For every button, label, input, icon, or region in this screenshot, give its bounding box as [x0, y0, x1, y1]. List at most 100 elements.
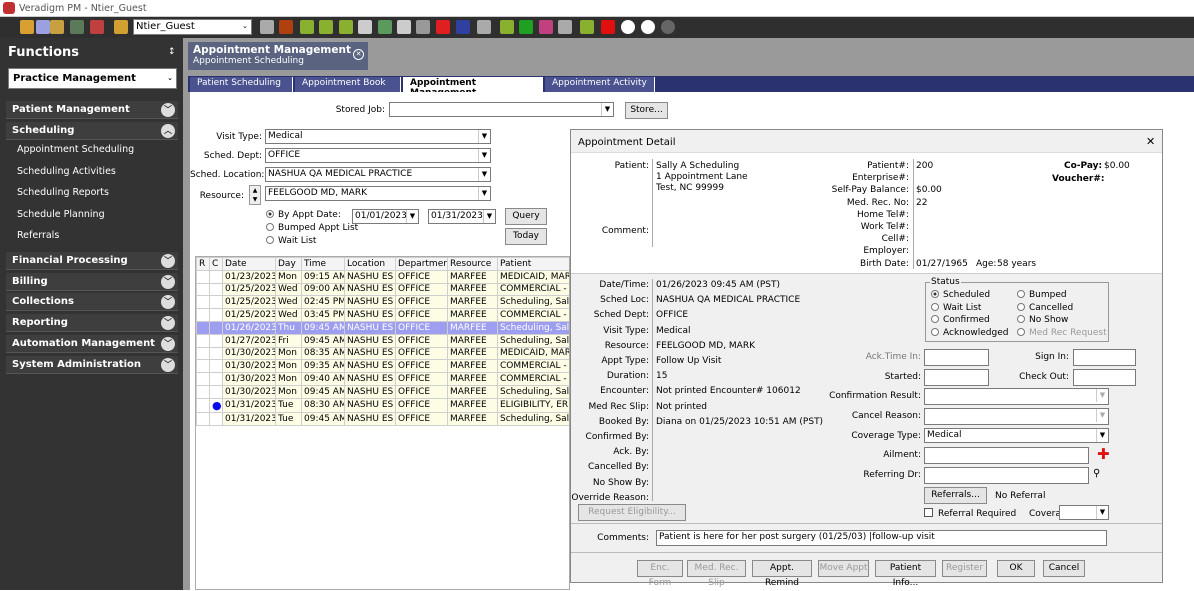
sidebar-item-appointment-scheduling[interactable]: Appointment Scheduling	[17, 144, 135, 155]
table-row[interactable]: ● 01/31/2023 Tue 08:30 AM NASHU ES OFFICE MARF…	[196, 397, 569, 413]
medical-cross-icon[interactable]: ✚	[1097, 445, 1110, 463]
status-radio-scheduled[interactable]: Scheduled	[931, 290, 990, 300]
resource-spinner[interactable]: ▲ ▼	[249, 185, 261, 205]
chevron-down-icon[interactable]: ﹀	[161, 254, 175, 268]
id-card-icon[interactable]	[300, 20, 314, 34]
refresh-icon[interactable]	[319, 20, 333, 34]
visit-type-select[interactable]: Medical ▼	[265, 129, 491, 144]
date-from-field[interactable]: 01/01/2023 ▼	[352, 209, 419, 224]
chevron-up-icon[interactable]: ︿	[161, 124, 175, 138]
edit-icon[interactable]	[358, 20, 372, 34]
button-patient-info[interactable]: Patient Info...	[875, 560, 936, 588]
coverage-type-select[interactable]: Medical ▼	[924, 428, 1109, 443]
document-tab[interactable]: Appointment Management Appointment Sched…	[188, 42, 368, 70]
button-ok[interactable]: OK	[997, 560, 1035, 577]
chevron-down-icon[interactable]: ﹀	[161, 316, 175, 330]
button-enc-form[interactable]: Enc. Form	[637, 560, 683, 588]
column-header-date[interactable]: Date	[222, 257, 276, 271]
t-circle-icon[interactable]	[641, 20, 655, 34]
briefcase-icon[interactable]	[339, 20, 353, 34]
column-header-department[interactable]: Department	[395, 257, 448, 271]
sign-in-field[interactable]	[1073, 349, 1136, 366]
chevron-down-icon[interactable]: ﹀	[161, 358, 175, 372]
status-radio-wait-list[interactable]: Wait List	[931, 302, 981, 313]
msp-icon[interactable]	[601, 20, 615, 34]
column-header-patient[interactable]: Patient	[497, 257, 569, 271]
h-document-icon[interactable]	[500, 20, 514, 34]
lock-icon[interactable]	[114, 20, 128, 34]
sidebar-section-scheduling[interactable]: Scheduling ︿	[6, 122, 178, 140]
radio-wait-list[interactable]: Wait List	[266, 236, 316, 246]
column-header-r[interactable]: R	[196, 257, 210, 271]
table-row[interactable]: 01/25/2023 Wed 02:45 PM NASHU ES OFFICE MARFE…	[196, 295, 569, 310]
resource-select[interactable]: FEELGOOD MD, MARK ▼	[265, 186, 491, 201]
sidebar-section-billing[interactable]: Billing ﹀	[6, 273, 178, 291]
close-tab-icon[interactable]: ✕	[353, 49, 364, 60]
document-icon[interactable]	[397, 20, 411, 34]
table-row[interactable]: 01/23/2023 Mon 09:15 AM NASHU ES OFFICE MARFE…	[196, 269, 569, 284]
module-select[interactable]: Practice Management ⌄	[8, 68, 177, 89]
button-med-rec-slip[interactable]: Med. Rec. Slip	[687, 560, 746, 588]
confirmation-result-select[interactable]: ▼	[924, 388, 1109, 405]
checkbook-icon[interactable]	[378, 20, 392, 34]
radio-bumped-appt-list[interactable]: Bumped Appt List	[266, 223, 358, 233]
status-radio-bumped[interactable]: Bumped	[1017, 290, 1067, 300]
status-radio-confirmed[interactable]: Confirmed	[931, 315, 990, 325]
medical-cross-icon[interactable]	[436, 20, 450, 34]
user-select[interactable]: Ntier_Guest ⌄	[133, 19, 252, 35]
sidebar-item-scheduling-activities[interactable]: Scheduling Activities	[17, 166, 116, 177]
table-row[interactable]: 01/30/2023 Mon 09:45 AM NASHU ES OFFICE MARFE…	[196, 384, 569, 399]
ailment-field[interactable]	[924, 447, 1089, 464]
tab-appointment-activity[interactable]: Appointment Activity	[545, 77, 655, 92]
table-row[interactable]: 01/30/2023 Mon 09:40 AM NASHU ES OFFICE MARFE…	[196, 372, 569, 386]
column-header-resource[interactable]: Resource	[447, 257, 498, 271]
camera-icon[interactable]	[558, 20, 572, 34]
status-radio-cancelled[interactable]: Cancelled	[1017, 302, 1073, 313]
check-out-field[interactable]	[1073, 369, 1136, 386]
sidebar-item-schedule-planning[interactable]: Schedule Planning	[17, 209, 105, 220]
sidebar-section-system-administration[interactable]: System Administration ﹀	[6, 356, 178, 374]
referral-required-checkbox[interactable]: Referral Required	[924, 508, 1016, 519]
ack-time-field[interactable]	[924, 349, 989, 366]
comments-field[interactable]: Patient is here for her post surgery (01…	[656, 530, 1107, 546]
radio-by-appt-date[interactable]: By Appt Date:	[266, 210, 341, 220]
sidebar-item-scheduling-reports[interactable]: Scheduling Reports	[17, 187, 109, 198]
sidebar-section-patient-management[interactable]: Patient Management ﹀	[6, 101, 178, 119]
sidebar-section-financial-processing[interactable]: Financial Processing ﹀	[6, 252, 178, 270]
dollar-circle-icon[interactable]	[661, 20, 675, 34]
referrals-button[interactable]: Referrals...	[924, 487, 987, 504]
tab-appointment-book[interactable]: Appointment Book	[295, 77, 401, 92]
button-cancel[interactable]: Cancel	[1043, 560, 1085, 577]
folder-icon[interactable]	[50, 20, 64, 34]
chevron-down-icon[interactable]: ﹀	[161, 295, 175, 309]
coverage-select[interactable]: ▼	[1059, 505, 1109, 520]
table-row[interactable]: 01/27/2023 Fri 09:45 AM NASHU ES OFFICE MARFE…	[196, 333, 569, 348]
date-to-field[interactable]: 01/31/2023 ▼	[428, 209, 496, 224]
stamp-icon[interactable]	[260, 20, 274, 34]
button-register[interactable]: Register	[942, 560, 987, 577]
close-icon[interactable]: ✕	[1146, 135, 1156, 148]
diamond-icon[interactable]	[580, 20, 594, 34]
settings-icon[interactable]	[90, 20, 104, 34]
sidebar-section-collections[interactable]: Collections ﹀	[6, 293, 178, 311]
chevron-down-icon[interactable]: ﹀	[161, 103, 175, 117]
chevron-down-icon[interactable]: ﹀	[161, 275, 175, 289]
request-eligibility-button[interactable]: Request Eligibility...	[578, 504, 686, 521]
sidebar-section-automation-management[interactable]: Automation Management ﹀	[6, 335, 178, 353]
notes-icon[interactable]	[36, 20, 50, 34]
binoculars-icon[interactable]: ⚲	[1093, 468, 1101, 479]
column-header-day[interactable]: Day	[275, 257, 302, 271]
table-row[interactable]: 01/26/2023 Thu 09:45 AM NASHU ES OFFICE MARFE…	[196, 320, 569, 335]
sidebar-item-referrals[interactable]: Referrals	[17, 230, 60, 241]
table-row[interactable]: 01/25/2023 Wed 03:45 PM NASHU ES OFFICE MARFE…	[196, 308, 569, 322]
sidebar-section-reporting[interactable]: Reporting ﹀	[6, 314, 178, 332]
chevron-down-icon[interactable]: ﹀	[161, 337, 175, 351]
chart-icon[interactable]	[539, 20, 553, 34]
table-row[interactable]: 01/31/2023 Tue 09:45 AM NASHU ES OFFICE MARFE…	[196, 411, 569, 426]
today-button[interactable]: Today	[505, 228, 547, 245]
column-header-c[interactable]: C	[209, 257, 223, 271]
stored-job-select[interactable]: ▼	[389, 102, 614, 117]
gear-icon[interactable]	[70, 20, 84, 34]
table-row[interactable]: 01/30/2023 Mon 08:35 AM NASHU ES OFFICE MARFE…	[196, 346, 569, 361]
status-radio-acknowledged[interactable]: Acknowledged	[931, 328, 1008, 338]
